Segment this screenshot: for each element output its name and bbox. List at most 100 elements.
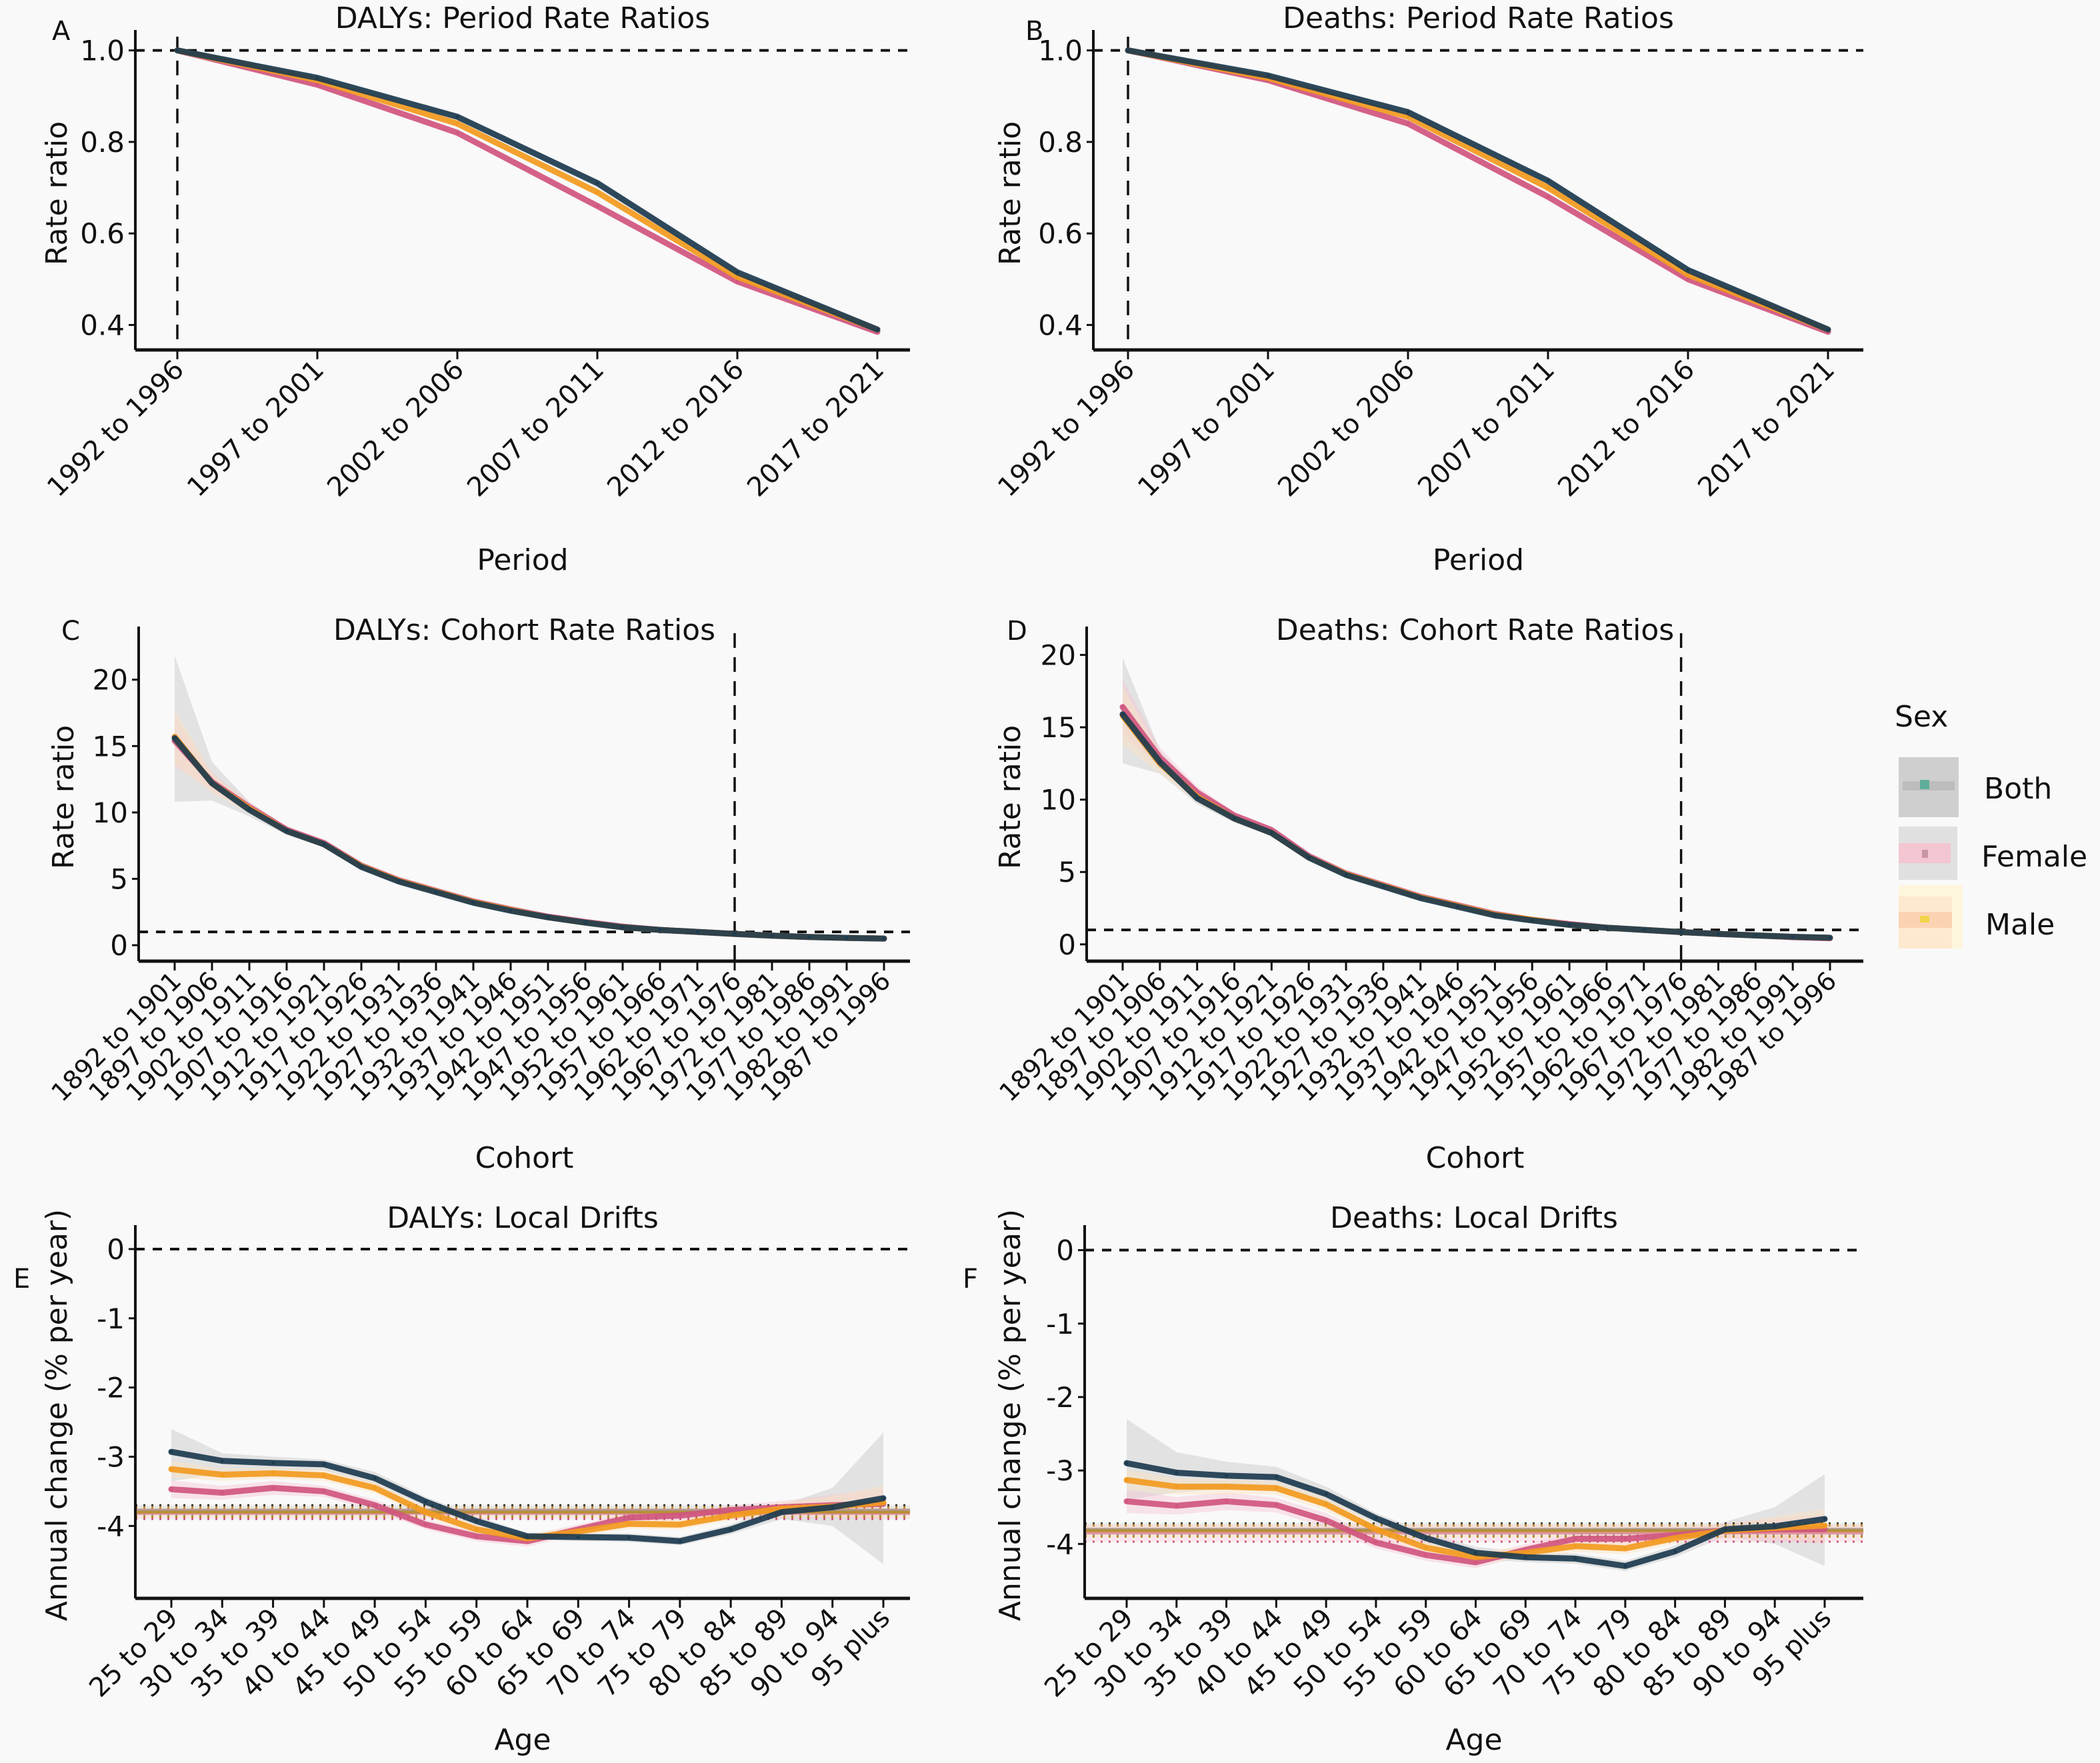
data-point-both xyxy=(1381,884,1385,888)
data-point-both xyxy=(1523,1555,1527,1559)
y-tick-label: 1.0 xyxy=(80,35,125,67)
data-point-both xyxy=(1605,926,1609,930)
data-point-both xyxy=(1225,1474,1229,1478)
y-tick-label: 5 xyxy=(1058,856,1076,888)
data-point-both xyxy=(1344,873,1348,877)
y-tick-label: -4 xyxy=(97,1510,125,1542)
data-point-female xyxy=(1623,1537,1627,1541)
data-point-both xyxy=(1125,1461,1129,1465)
data-point-female xyxy=(1424,1553,1428,1557)
y-axis-title: Rate ratio xyxy=(993,121,1027,265)
data-point-both xyxy=(621,925,625,929)
data-point-female xyxy=(1125,1499,1129,1503)
data-point-both xyxy=(271,1461,275,1465)
y-tick-label: 0 xyxy=(107,1233,125,1266)
data-point-both xyxy=(1823,1517,1827,1521)
legend-label-male: Male xyxy=(1985,908,2055,942)
data-point-both xyxy=(434,890,438,894)
data-point-male xyxy=(475,1528,479,1532)
data-point-both xyxy=(1175,1470,1179,1474)
data-point-both xyxy=(423,1500,427,1504)
data-point-both xyxy=(1324,1492,1328,1496)
data-point-both xyxy=(471,900,475,904)
data-point-both xyxy=(546,915,550,919)
y-tick-label: 10 xyxy=(1041,784,1076,817)
data-point-both xyxy=(397,879,401,883)
y-tick-label: 0 xyxy=(1058,928,1076,961)
data-point-male xyxy=(627,1522,631,1526)
data-point-male xyxy=(1424,1546,1428,1550)
panel-letter: C xyxy=(61,616,80,647)
x-axis-title: Period xyxy=(477,543,568,577)
data-point-both xyxy=(779,1510,783,1514)
data-point-female xyxy=(1225,1499,1229,1503)
data-point-male xyxy=(1225,1484,1229,1488)
y-tick-label: 1.0 xyxy=(1038,35,1083,67)
panel-letter: E xyxy=(13,1264,30,1294)
data-point-male xyxy=(373,1486,377,1490)
panel-letter: D xyxy=(1007,616,1027,647)
data-point-both xyxy=(1773,1524,1777,1528)
series-line-both xyxy=(1119,711,1833,941)
series-line-female xyxy=(174,47,881,335)
data-point-both xyxy=(210,781,214,785)
data-point-both xyxy=(1826,327,1830,331)
y-tick-label: 0.6 xyxy=(1038,217,1083,250)
panels: DALYs: Period Rate RatiosA0.40.60.81.019… xyxy=(13,1,1863,1757)
data-point-both xyxy=(322,843,326,847)
panel-title: Deaths: Local Drifts xyxy=(1330,1201,1618,1235)
data-point-male xyxy=(576,1530,580,1534)
data-point-male xyxy=(1324,1502,1328,1506)
data-point-male xyxy=(1623,1546,1627,1550)
data-point-both xyxy=(1474,1551,1477,1555)
legend-key-both-point xyxy=(1920,780,1929,789)
panel-title: Deaths: Cohort Rate Ratios xyxy=(1276,613,1674,647)
x-axis-title: Age xyxy=(494,1723,551,1757)
y-tick-label: 5 xyxy=(110,863,128,895)
data-point-female xyxy=(1406,121,1410,125)
y-tick-label: 10 xyxy=(93,797,128,829)
data-point-female xyxy=(315,83,319,87)
data-point-both xyxy=(1673,1549,1677,1553)
data-point-both xyxy=(1791,935,1795,939)
data-point-both xyxy=(455,115,459,119)
x-axis-title: Cohort xyxy=(475,1141,574,1175)
data-point-female xyxy=(322,1489,326,1493)
data-point-male xyxy=(169,1467,173,1471)
panel-title: Deaths: Period Rate Ratios xyxy=(1283,1,1674,35)
data-point-both xyxy=(729,1528,733,1532)
data-point-female xyxy=(1374,1540,1378,1544)
data-point-female xyxy=(423,1522,427,1526)
data-point-male xyxy=(595,190,599,194)
y-tick-label: -4 xyxy=(1046,1528,1074,1560)
data-point-male xyxy=(1546,186,1550,190)
data-point-male xyxy=(1125,1478,1129,1482)
data-point-both xyxy=(1828,936,1832,940)
data-point-both xyxy=(882,936,886,940)
data-point-female xyxy=(1686,277,1690,281)
data-point-both xyxy=(583,920,587,924)
data-point-both xyxy=(881,1496,885,1500)
y-tick-label: 0.4 xyxy=(1038,309,1083,342)
series-line-both xyxy=(171,735,887,942)
panel-letter: A xyxy=(52,16,71,47)
data-point-both xyxy=(1530,918,1534,922)
data-point-both xyxy=(1753,933,1757,937)
data-point-female xyxy=(1573,1537,1577,1541)
y-axis-title: Rate ratio xyxy=(40,121,74,265)
data-point-both xyxy=(1307,856,1311,860)
y-tick-label: -3 xyxy=(97,1441,125,1474)
data-point-both xyxy=(627,1536,631,1540)
data-point-both xyxy=(175,49,179,53)
data-point-both xyxy=(1723,1527,1727,1531)
data-point-both xyxy=(735,271,739,275)
data-point-both xyxy=(875,327,879,331)
data-point-male xyxy=(423,1510,427,1514)
data-point-female xyxy=(729,1508,733,1512)
y-axis-title: Annual change (% per year) xyxy=(993,1209,1027,1621)
y-axis-title: Annual change (% per year) xyxy=(40,1209,74,1621)
data-point-female xyxy=(1324,1518,1328,1522)
legend-title: Sex xyxy=(1895,700,1948,734)
